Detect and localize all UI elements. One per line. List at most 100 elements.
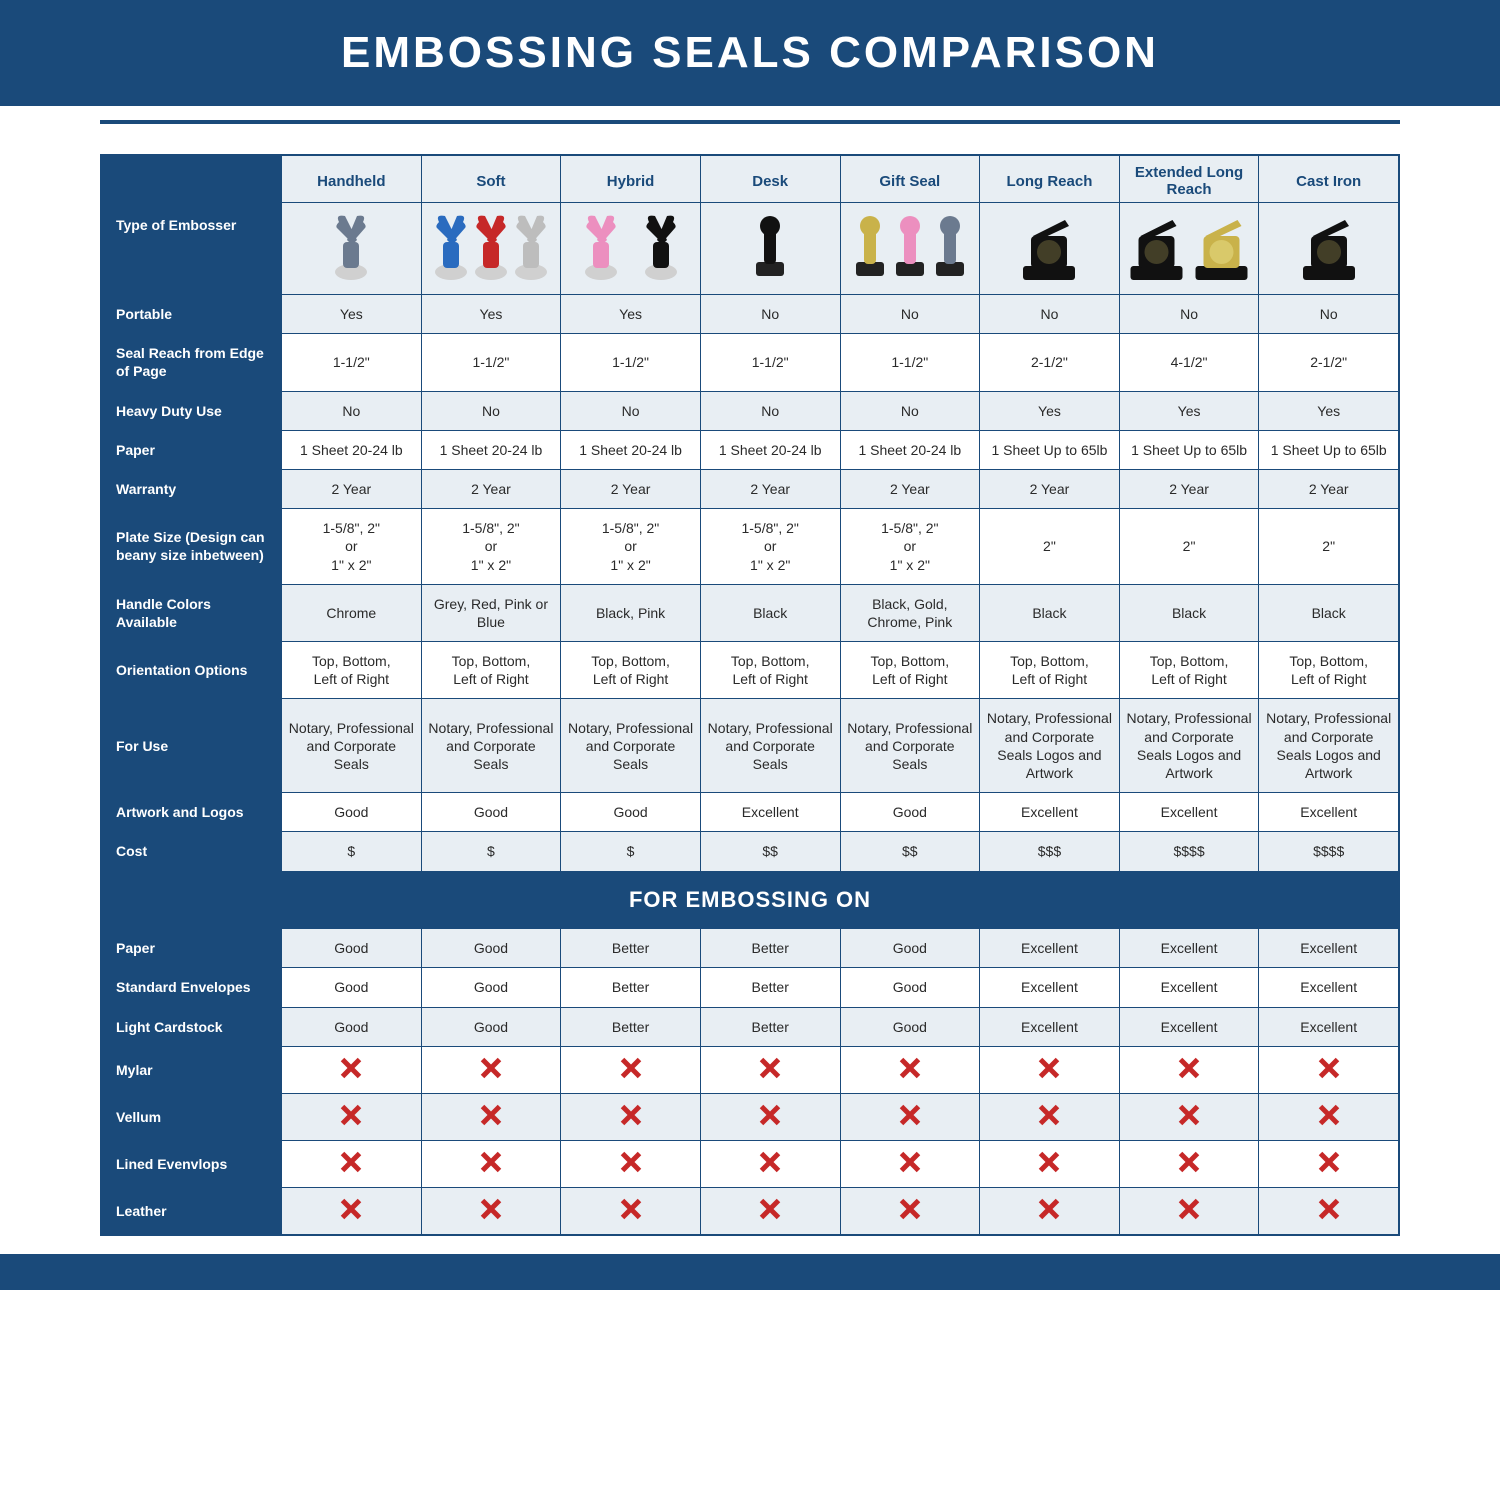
cell: Chrome (282, 584, 422, 641)
row-label: Seal Reach from Edge of Page (102, 334, 282, 391)
cell: Notary, Professional and Corporate Seals (700, 699, 840, 793)
table-row: Leather (102, 1188, 1399, 1235)
cell: 2" (1259, 509, 1399, 585)
cell: Excellent (1119, 968, 1259, 1007)
cell: $$ (840, 832, 980, 871)
type-of-embosser-label: Type of Embosser (102, 156, 282, 295)
cell: No (700, 295, 840, 334)
x-icon (1178, 1057, 1200, 1079)
x-icon (1178, 1151, 1200, 1173)
x-icon (899, 1057, 921, 1079)
col-label: Soft (421, 156, 561, 203)
cell: Grey, Red, Pink or Blue (421, 584, 561, 641)
cell (980, 1141, 1120, 1188)
cell: 1-5/8", 2"or1" x 2" (421, 509, 561, 585)
table-row: Paper1 Sheet 20-24 lb1 Sheet 20-24 lb1 S… (102, 430, 1399, 469)
cell: 2 Year (700, 469, 840, 508)
cell: Yes (421, 295, 561, 334)
cell: $$$ (980, 832, 1120, 871)
cell: Good (561, 793, 701, 832)
cell: Yes (1119, 391, 1259, 430)
cell (561, 1093, 701, 1140)
cell: 1 Sheet Up to 65lb (1119, 430, 1259, 469)
cell: 1-5/8", 2"or1" x 2" (282, 509, 422, 585)
cell (840, 1141, 980, 1188)
cell: 4-1/2" (1119, 334, 1259, 391)
x-icon (899, 1151, 921, 1173)
footer-bar (0, 1254, 1500, 1290)
table-row: Handle Colors AvailableChromeGrey, Red, … (102, 584, 1399, 641)
cell (282, 1093, 422, 1140)
cell: Top, Bottom,Left of Right (421, 642, 561, 699)
cell: Yes (561, 295, 701, 334)
cell: 1-1/2" (840, 334, 980, 391)
col-label: Cast Iron (1259, 156, 1399, 203)
row-label: For Use (102, 699, 282, 793)
table-row: PaperGoodGoodBetterBetterGoodExcellentEx… (102, 929, 1399, 968)
table-row: Lined Evenvlops (102, 1141, 1399, 1188)
cell: 2 Year (421, 469, 561, 508)
row-label: Warranty (102, 469, 282, 508)
cell: 2" (1119, 509, 1259, 585)
cell: 1-5/8", 2"or1" x 2" (561, 509, 701, 585)
x-icon (1178, 1104, 1200, 1126)
table-row: For Use Notary, Professional and Corporat… (102, 699, 1399, 793)
x-icon (1038, 1057, 1060, 1079)
cell: Good (421, 1007, 561, 1046)
cell: Notary, Professional and Corporate Seals (561, 699, 701, 793)
cell: Notary, Professional and Corporate Seals (421, 699, 561, 793)
cell: 1 Sheet Up to 65lb (980, 430, 1120, 469)
cell (700, 1046, 840, 1093)
cell (840, 1093, 980, 1140)
page-title: EMBOSSING SEALS COMPARISON (0, 0, 1500, 106)
cell (700, 1188, 840, 1235)
x-icon (1038, 1198, 1060, 1220)
cell: Notary, Professional and Corporate Seals (840, 699, 980, 793)
table-row: Mylar (102, 1046, 1399, 1093)
x-icon (1038, 1104, 1060, 1126)
embosser-icon-cell (421, 203, 561, 295)
cell (282, 1188, 422, 1235)
cell: 1 Sheet 20-24 lb (840, 430, 980, 469)
x-icon (620, 1151, 642, 1173)
cell: No (840, 391, 980, 430)
cell: No (282, 391, 422, 430)
x-icon (1318, 1151, 1340, 1173)
row-label: Mylar (102, 1046, 282, 1093)
table-icon-row (102, 203, 1399, 295)
x-icon (620, 1104, 642, 1126)
cell: 1 Sheet 20-24 lb (561, 430, 701, 469)
cell: Excellent (1119, 793, 1259, 832)
cell (1119, 1046, 1259, 1093)
embosser-icon-cell (700, 203, 840, 295)
comparison-table: Type of Embosser Handheld Soft Hybrid De… (101, 155, 1399, 1235)
cell (561, 1141, 701, 1188)
table-row: Heavy Duty UseNoNoNoNoNoYesYesYes (102, 391, 1399, 430)
table-row: Artwork and LogosGoodGoodGoodExcellentGo… (102, 793, 1399, 832)
cell: 2-1/2" (1259, 334, 1399, 391)
x-icon (899, 1198, 921, 1220)
cell: $$$$ (1119, 832, 1259, 871)
x-icon (1318, 1104, 1340, 1126)
cell: Good (421, 968, 561, 1007)
cell: Yes (282, 295, 422, 334)
cell: Better (561, 1007, 701, 1046)
cell: Excellent (1259, 1007, 1399, 1046)
cell: 1 Sheet 20-24 lb (700, 430, 840, 469)
cell: Black (1259, 584, 1399, 641)
cell: 1 Sheet 20-24 lb (282, 430, 422, 469)
row-label: Standard Envelopes (102, 968, 282, 1007)
x-icon (899, 1104, 921, 1126)
cell: Top, Bottom,Left of Right (561, 642, 701, 699)
table-row: Plate Size (Design can beany size inbetw… (102, 509, 1399, 585)
cell: 2 Year (980, 469, 1120, 508)
table-row: PortableYesYesYesNoNoNoNoNo (102, 295, 1399, 334)
cell: 2 Year (1259, 469, 1399, 508)
cell: Excellent (1259, 968, 1399, 1007)
section-header: FOR EMBOSSING ON (102, 871, 1399, 929)
cell (980, 1188, 1120, 1235)
cell: Excellent (1119, 929, 1259, 968)
cell (421, 1141, 561, 1188)
row-label: Handle Colors Available (102, 584, 282, 641)
cell: Top, Bottom,Left of Right (980, 642, 1120, 699)
